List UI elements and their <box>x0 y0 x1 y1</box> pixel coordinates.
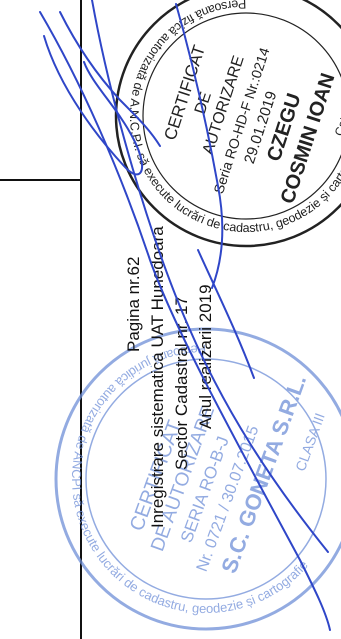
vertical-rule <box>80 0 82 639</box>
horizontal-connector <box>0 179 82 181</box>
person-stamp-de: DE <box>192 90 215 116</box>
